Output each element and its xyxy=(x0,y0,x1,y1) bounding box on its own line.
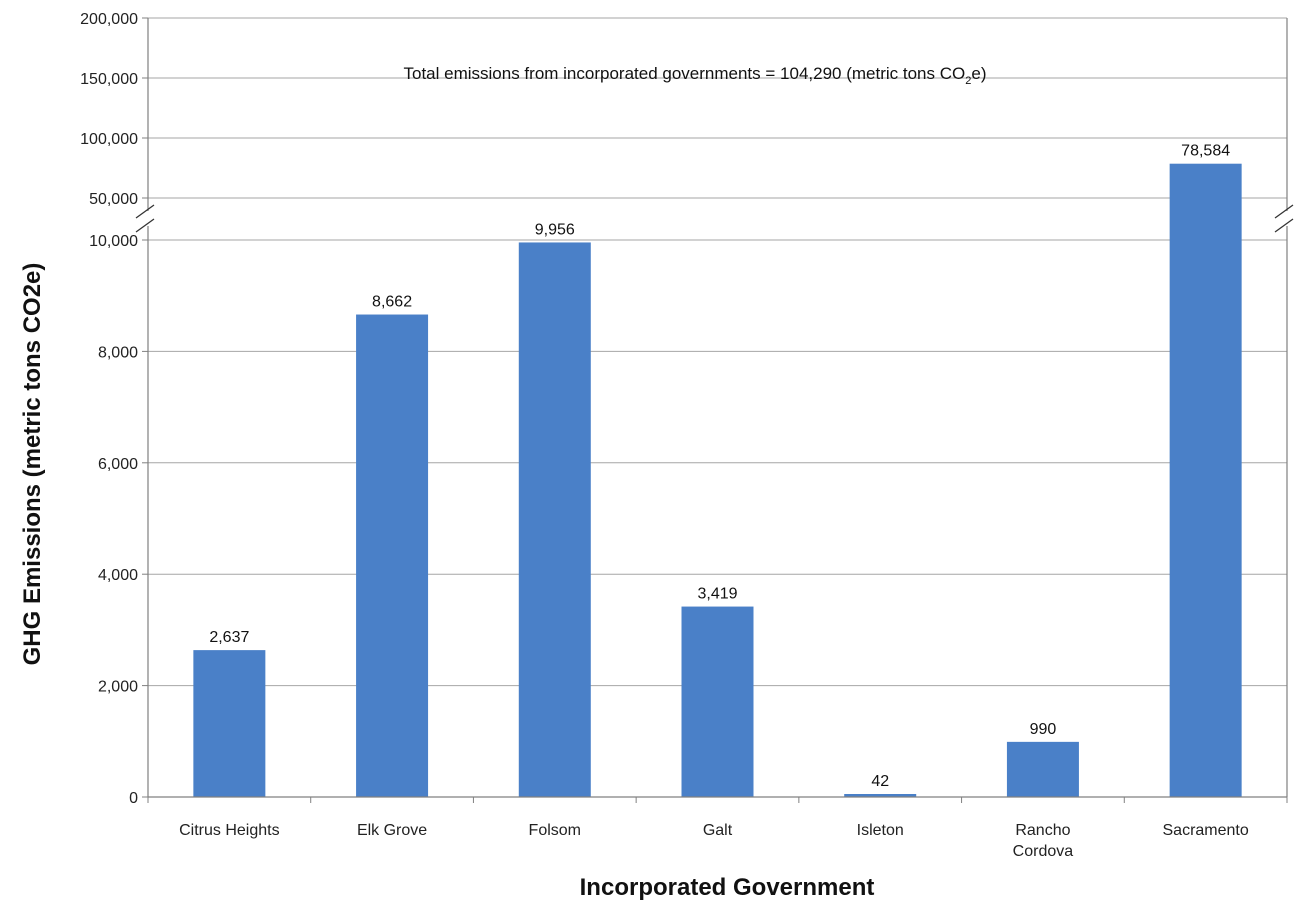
y-tick-label: 200,000 xyxy=(80,11,138,28)
axis-break-mark xyxy=(135,218,155,233)
data-label: 2,637 xyxy=(209,629,249,646)
y-tick-label: 10,000 xyxy=(89,233,138,250)
annotation-subscript: 2 xyxy=(965,75,971,87)
gridlines xyxy=(148,17,1287,687)
bar xyxy=(1006,741,1079,797)
y-tick-label: 50,000 xyxy=(89,191,138,208)
data-label: 3,419 xyxy=(697,586,737,603)
axis-break-mark xyxy=(135,204,155,219)
y-tick-label: 2,000 xyxy=(98,679,138,696)
y-tick-label: 0 xyxy=(129,790,138,807)
bar xyxy=(193,650,266,797)
y-tick-label: 4,000 xyxy=(98,567,138,584)
bar xyxy=(681,606,754,797)
x-tick-label: Galt xyxy=(703,822,733,839)
x-tick-label: Elk Grove xyxy=(357,822,427,839)
bar xyxy=(356,314,429,797)
axis-break-mark xyxy=(1274,204,1294,219)
x-tick-label: Isleton xyxy=(857,822,904,839)
x-tick-label: Rancho xyxy=(1015,822,1070,839)
x-axis-title: Incorporated Government xyxy=(580,874,875,901)
x-tick-label: Folsom xyxy=(529,822,581,839)
bar xyxy=(844,794,917,797)
data-label: 990 xyxy=(1030,721,1057,738)
x-tick-label: Cordova xyxy=(1013,843,1074,860)
bar xyxy=(518,242,591,797)
data-label: 78,584 xyxy=(1181,143,1230,160)
annotation-suffix: e) xyxy=(971,64,986,83)
total-emissions-annotation: Total emissions from incorporated govern… xyxy=(404,64,987,87)
data-label: 42 xyxy=(871,773,889,790)
y-tick-label: 8,000 xyxy=(98,344,138,361)
bar xyxy=(1169,163,1242,797)
data-label: 8,662 xyxy=(372,294,412,311)
y-tick-label: 100,000 xyxy=(80,131,138,148)
data-label: 9,956 xyxy=(535,221,575,238)
axis-break-mark xyxy=(1274,218,1294,233)
bars xyxy=(193,163,1242,797)
y-tick-label: 150,000 xyxy=(80,71,138,88)
y-axis-title: GHG Emissions (metric tons CO2e) xyxy=(19,263,46,666)
annotation-text: Total emissions from incorporated govern… xyxy=(404,64,966,83)
axes xyxy=(118,17,1308,803)
y-tick-label: 6,000 xyxy=(98,456,138,473)
axis-break-gap xyxy=(1287,211,1308,226)
labels: 0 2,000 4,000 6,000 8,000 10,000 50,000 100,000… xyxy=(80,11,1249,860)
x-tick-label: Sacramento xyxy=(1163,822,1249,839)
x-tick-label: Citrus Heights xyxy=(179,822,279,839)
